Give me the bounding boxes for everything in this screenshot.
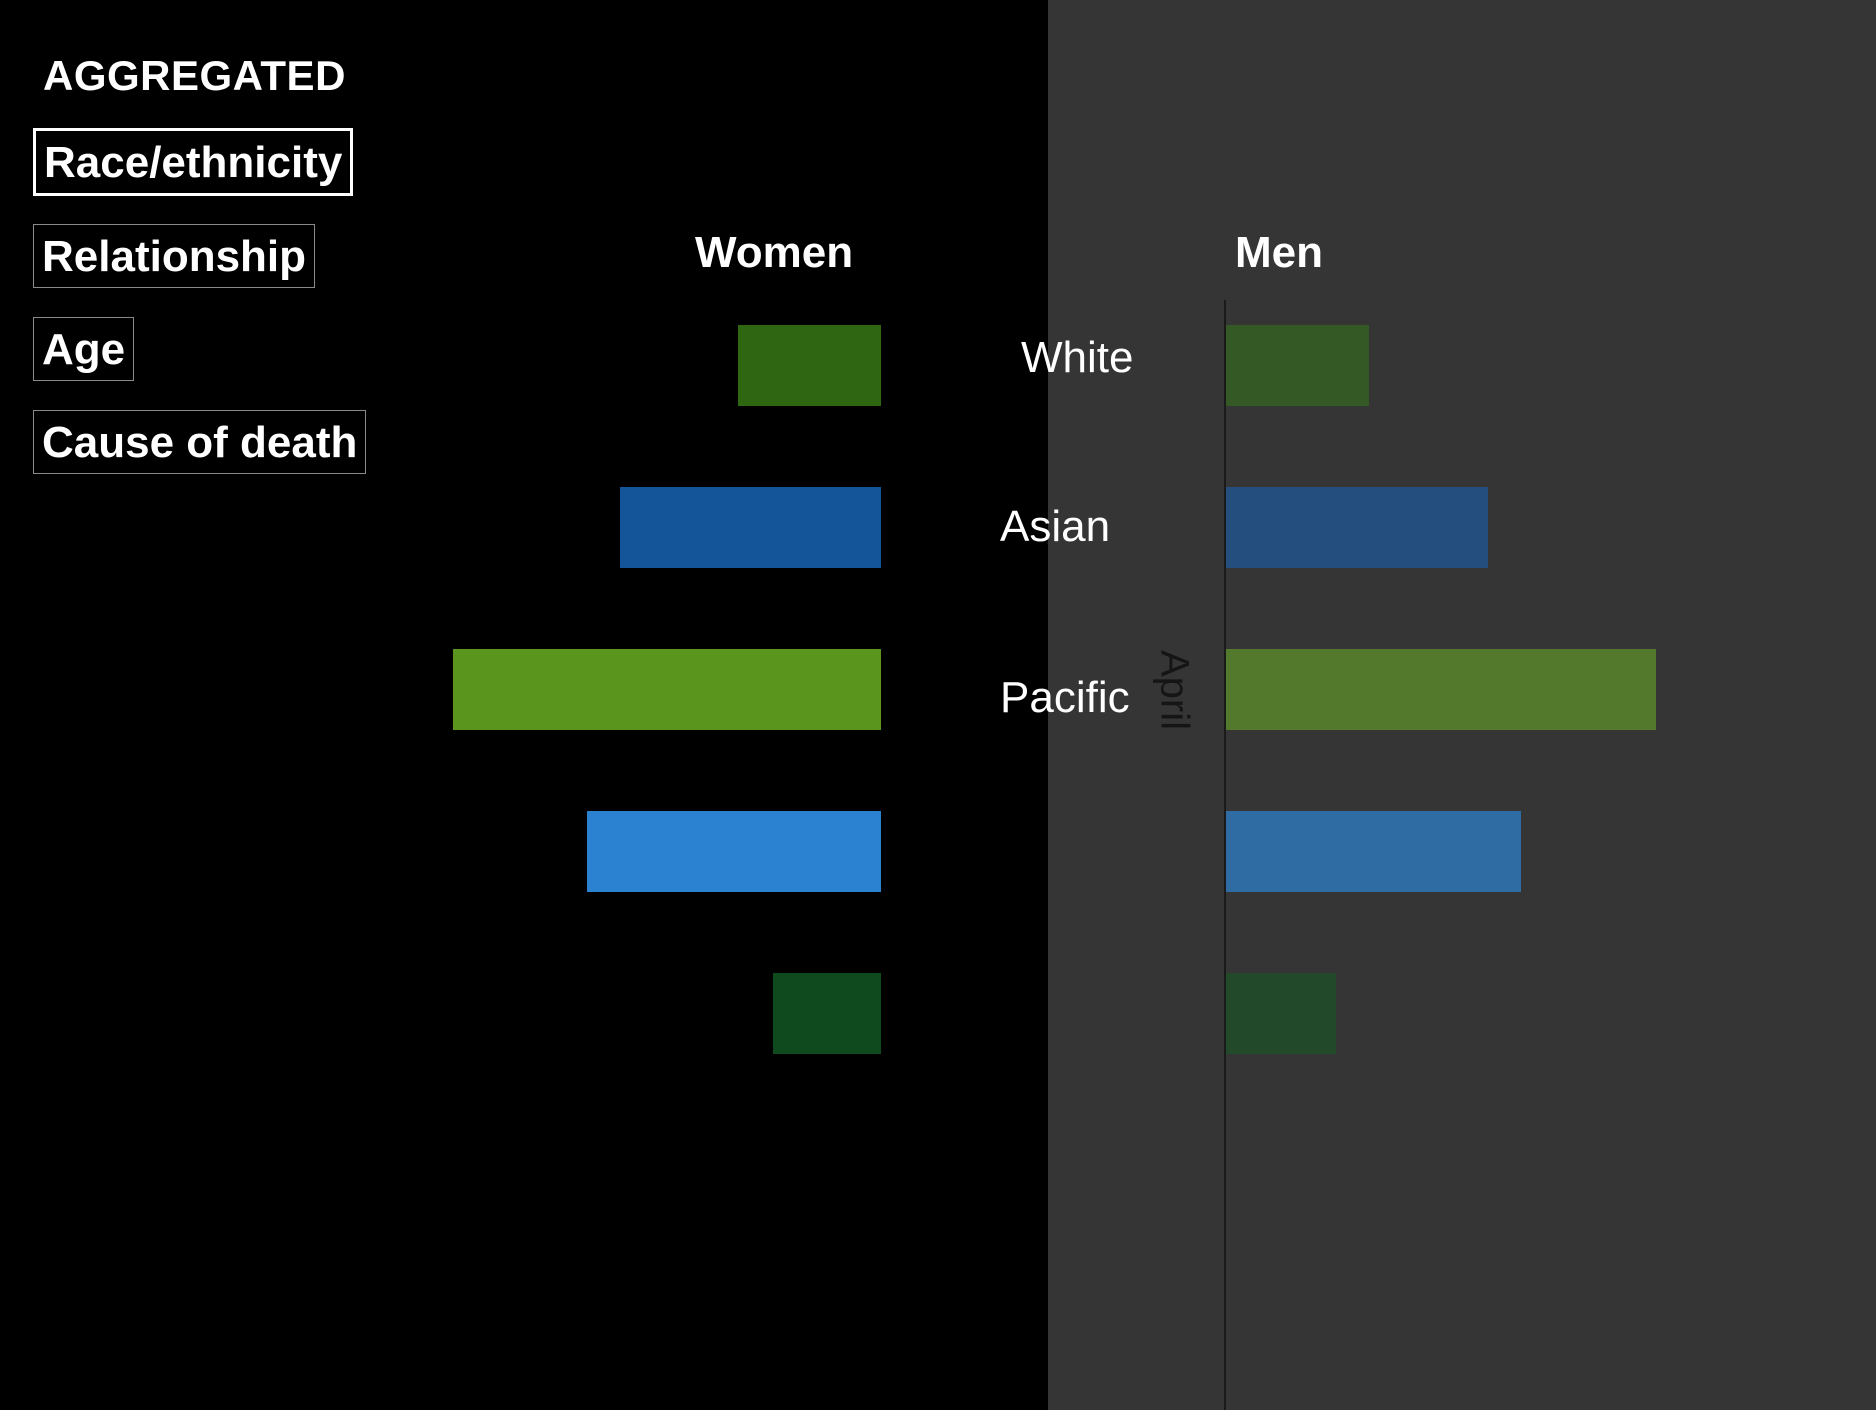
men-bar-3	[1226, 649, 1656, 730]
women-bar-5	[773, 973, 881, 1054]
filter-button-cause-of-death[interactable]: Cause of death	[33, 410, 367, 474]
men-bar-5	[1226, 973, 1336, 1054]
category-label-pacific: Pacific	[1000, 673, 1130, 722]
women-bar-4	[587, 811, 881, 892]
women-heading: Women	[695, 228, 854, 277]
category-label-asian: Asian	[1000, 502, 1111, 551]
men-bar-1	[1226, 325, 1369, 406]
category-label-white: White	[1021, 333, 1134, 382]
filter-button-age[interactable]: Age	[33, 317, 135, 381]
filter-button-race-ethnicity[interactable]: Race/ethnicity	[33, 128, 354, 196]
women-bar-2	[620, 487, 881, 568]
sidebar-title: AGGREGATED	[43, 52, 346, 99]
axis-annotation-april: April	[1152, 649, 1197, 731]
men-heading: Men	[1235, 228, 1323, 277]
men-axis-line	[1224, 300, 1226, 1410]
women-bar-1	[738, 325, 881, 406]
filter-button-relationship[interactable]: Relationship	[33, 224, 316, 288]
men-bar-2	[1226, 487, 1488, 568]
men-bar-4	[1226, 811, 1521, 892]
women-bar-3	[453, 649, 881, 730]
